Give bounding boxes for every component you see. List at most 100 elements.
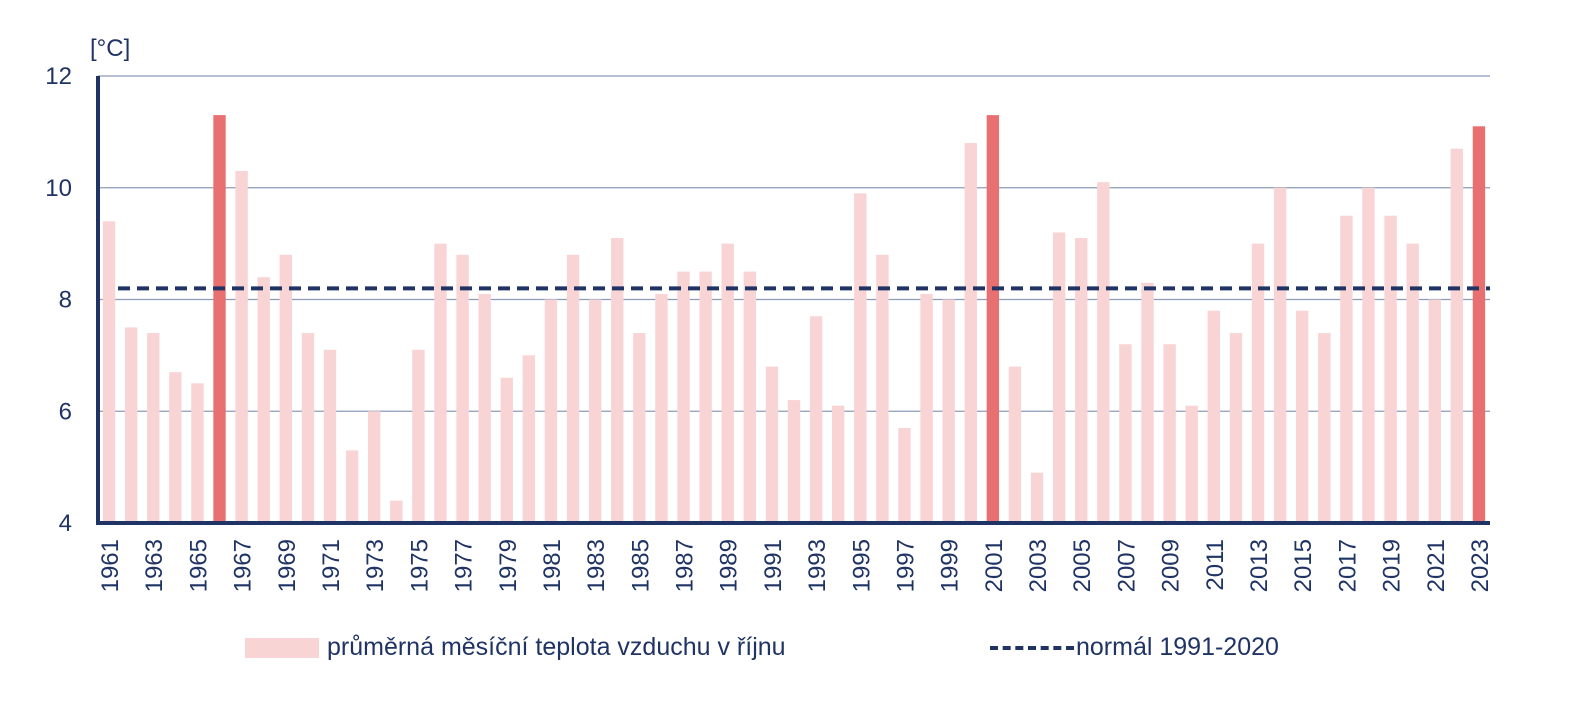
- y-tick-label: 12: [45, 63, 72, 90]
- bar-2008: [1141, 282, 1154, 523]
- x-tick-label: 2009: [1158, 539, 1185, 592]
- bar-1989: [721, 243, 734, 523]
- bar-1981: [544, 299, 558, 523]
- bar-1992: [787, 400, 801, 523]
- x-tick-label: 1971: [318, 539, 345, 592]
- legend-swatch-dashed-line: [990, 645, 1074, 650]
- bar-1987: [677, 271, 690, 523]
- axes-group: [96, 76, 1490, 525]
- bar-1990: [743, 271, 756, 523]
- x-tick-label: 2017: [1334, 539, 1361, 592]
- bar-2020: [1406, 243, 1419, 523]
- bar-2021: [1428, 299, 1441, 523]
- bar-1988: [699, 271, 712, 523]
- bar-1986: [655, 293, 668, 523]
- y-tick-label: 6: [59, 398, 72, 425]
- bar-1985: [633, 333, 646, 523]
- bar-2010: [1185, 405, 1198, 523]
- bar-1966: [213, 115, 226, 524]
- bar-1969: [279, 254, 292, 524]
- bar-1972: [345, 450, 359, 523]
- bar-1984: [611, 238, 624, 523]
- bar-1982: [566, 254, 580, 524]
- x-tick-label: 1987: [672, 539, 699, 592]
- bar-1967: [235, 170, 248, 524]
- bar-2005: [1075, 238, 1088, 523]
- y-tick-labels: 4 6 8 10 12: [45, 63, 72, 537]
- bar-1970: [301, 333, 315, 523]
- bar-1999: [942, 299, 955, 523]
- bar-1961: [102, 221, 116, 523]
- x-tick-label: 2021: [1423, 539, 1450, 592]
- x-tick-label: 1961: [97, 539, 124, 592]
- x-tick-label: 1989: [716, 539, 743, 592]
- bar-2016: [1318, 333, 1331, 523]
- bar-2014: [1273, 187, 1287, 523]
- legend-label-temperature: průměrná měsíční teplota vzduchu v říjnu: [327, 633, 786, 661]
- x-tick-label: 1993: [804, 539, 831, 592]
- bar-2004: [1052, 232, 1066, 523]
- legend-item-normal: normál 1991-2020: [990, 633, 1279, 662]
- bar-2017: [1340, 215, 1353, 523]
- bar-2000: [964, 143, 977, 524]
- x-tick-label: 1975: [406, 539, 433, 592]
- october-temperature-chart: 4 6 8 10 12 1961 1963 1965 1967 1969 1971 1973 1975…: [45, 35, 1494, 592]
- y-unit-label: [°C]: [90, 35, 130, 62]
- x-tick-label: 1999: [937, 539, 964, 592]
- bar-1980: [522, 355, 536, 523]
- x-tick-label: 1963: [141, 539, 168, 592]
- bar-1991: [765, 366, 779, 523]
- bar-2009: [1163, 344, 1176, 523]
- bar-1979: [500, 377, 513, 523]
- bar-1998: [920, 293, 933, 523]
- bar-1994: [832, 405, 845, 523]
- x-tick-label: 1997: [892, 539, 919, 592]
- x-tick-label: 1965: [185, 539, 212, 592]
- bar-1976: [434, 243, 447, 523]
- bar-2022: [1450, 148, 1464, 523]
- x-tick-labels: 1961 1963 1965 1967 1969 1971 1973 1975 1977 1979…: [97, 539, 1494, 592]
- bar-1975: [412, 349, 425, 523]
- x-tick-label: 1969: [274, 539, 301, 592]
- x-tick-label: 1979: [495, 539, 522, 592]
- bar-1993: [809, 316, 823, 523]
- x-tick-label: 2005: [1069, 539, 1096, 592]
- bar-1962: [124, 327, 138, 523]
- bar-1973: [368, 411, 381, 523]
- legend: průměrná měsíční teplota vzduchu v říjnu…: [0, 633, 1592, 673]
- x-tick-label: 2011: [1202, 539, 1229, 591]
- y-tick-label: 8: [59, 287, 72, 314]
- bar-2015: [1296, 310, 1309, 523]
- bar-1968: [257, 277, 270, 523]
- bar-1971: [323, 349, 337, 523]
- y-tick-label: 10: [45, 175, 72, 202]
- bar-1978: [478, 293, 491, 523]
- x-tick-label: 1995: [848, 539, 875, 592]
- bar-2006: [1097, 182, 1110, 523]
- bar-2003: [1030, 472, 1044, 523]
- legend-swatch-bar: [245, 637, 319, 658]
- x-tick-label: 1983: [583, 539, 610, 592]
- x-tick-label: 2003: [1025, 539, 1052, 592]
- bar-1995: [854, 193, 867, 523]
- bar-1963: [147, 333, 160, 523]
- bar-2007: [1119, 344, 1132, 523]
- x-tick-label: 1981: [539, 539, 566, 592]
- x-tick-label: 1991: [760, 539, 787, 592]
- bar-1977: [456, 254, 469, 524]
- x-tick-label: 2007: [1113, 539, 1140, 592]
- bar-1983: [588, 299, 602, 523]
- x-tick-label: 1973: [362, 539, 389, 592]
- x-tick-label: 1985: [627, 539, 654, 592]
- x-tick-label: 2023: [1467, 539, 1494, 592]
- y-tick-label: 4: [59, 510, 72, 537]
- legend-label-normal: normál 1991-2020: [1076, 633, 1279, 661]
- x-tick-label: 2019: [1379, 539, 1406, 592]
- bar-1997: [898, 428, 911, 523]
- bar-2001: [986, 115, 1000, 524]
- x-tick-label: 2015: [1290, 539, 1317, 592]
- bar-2011: [1207, 310, 1220, 523]
- x-tick-label: 2013: [1246, 539, 1273, 592]
- bar-2023: [1472, 126, 1486, 523]
- bar-1965: [191, 383, 204, 523]
